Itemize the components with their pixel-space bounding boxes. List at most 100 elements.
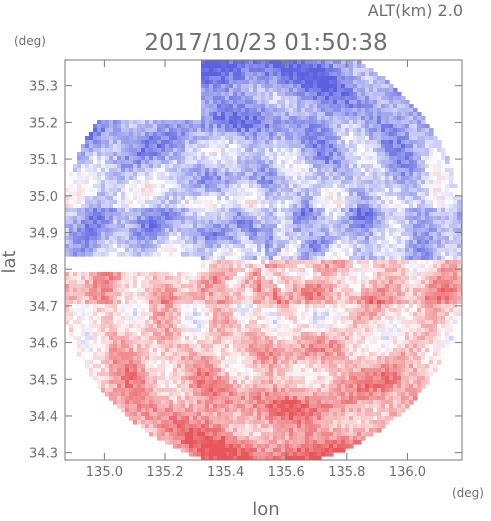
radar-cell <box>161 276 166 281</box>
radar-cell <box>397 112 402 117</box>
radar-cell <box>305 76 310 81</box>
radar-cell <box>181 228 186 233</box>
radar-cell <box>121 212 126 217</box>
radar-cell <box>389 164 394 169</box>
radar-cell <box>297 160 302 165</box>
radar-cell <box>441 292 446 297</box>
radar-cell <box>341 148 346 153</box>
radar-cell <box>433 148 438 153</box>
radar-cell <box>309 208 314 213</box>
radar-cell <box>277 248 282 253</box>
radar-cell <box>145 164 150 169</box>
radar-cell <box>121 140 126 145</box>
radar-cell <box>233 224 238 229</box>
radar-cell <box>293 284 298 289</box>
radar-cell <box>125 172 130 177</box>
radar-cell <box>229 200 234 205</box>
radar-cell <box>177 136 182 141</box>
radar-cell <box>361 240 366 245</box>
radar-cell <box>65 240 70 245</box>
radar-cell <box>253 108 258 113</box>
radar-cell <box>225 268 230 273</box>
radar-cell <box>217 88 222 93</box>
radar-cell <box>325 260 330 265</box>
radar-cell <box>105 204 110 209</box>
radar-cell <box>157 296 162 301</box>
radar-cell <box>381 176 386 181</box>
radar-cell <box>321 228 326 233</box>
radar-cell <box>393 156 398 161</box>
radar-cell <box>293 116 298 121</box>
radar-cell <box>129 244 134 249</box>
radar-cell <box>321 128 326 133</box>
radar-cell <box>405 272 410 277</box>
radar-cell <box>357 120 362 125</box>
radar-cell <box>265 164 270 169</box>
radar-cell <box>321 80 326 85</box>
radar-cell <box>385 104 390 109</box>
radar-cell <box>409 160 414 165</box>
radar-cell <box>133 240 138 245</box>
radar-cell <box>261 244 266 249</box>
radar-cell <box>169 288 174 293</box>
radar-cell <box>249 252 254 257</box>
radar-cell <box>385 172 390 177</box>
radar-cell <box>437 240 442 245</box>
radar-cell <box>193 176 198 181</box>
radar-cell <box>109 176 114 181</box>
radar-cell <box>273 136 278 141</box>
radar-cell <box>377 220 382 225</box>
radar-cell <box>81 296 86 301</box>
radar-cell <box>109 164 114 169</box>
radar-cell <box>217 128 222 133</box>
radar-cell <box>337 244 342 249</box>
radar-cell <box>449 204 454 209</box>
radar-cell <box>289 280 294 285</box>
radar-cell <box>241 296 246 301</box>
radar-cell <box>269 60 274 65</box>
radar-cell <box>269 128 274 133</box>
radar-cell <box>357 280 362 285</box>
radar-cell <box>209 160 214 165</box>
radar-cell <box>89 208 94 213</box>
radar-cell <box>97 296 102 301</box>
radar-cell <box>413 128 418 133</box>
radar-cell <box>229 76 234 81</box>
radar-cell <box>249 180 254 185</box>
radar-cell <box>413 208 418 213</box>
radar-cell <box>141 172 146 177</box>
radar-cell <box>353 100 358 105</box>
radar-cell <box>253 140 258 145</box>
radar-cell <box>113 192 118 197</box>
radar-cell <box>273 276 278 281</box>
radar-cell <box>425 196 430 201</box>
radar-cell <box>305 84 310 89</box>
radar-cell <box>205 228 210 233</box>
radar-cell <box>433 156 438 161</box>
radar-cell <box>165 188 170 193</box>
radar-cell <box>141 236 146 241</box>
radar-cell <box>285 240 290 245</box>
radar-cell <box>241 156 246 161</box>
radar-cell <box>353 280 358 285</box>
radar-cell <box>257 68 262 73</box>
radar-cell <box>309 228 314 233</box>
radar-cell <box>341 136 346 141</box>
radar-cell <box>245 192 250 197</box>
radar-cell <box>225 292 230 297</box>
radar-cell <box>421 168 426 173</box>
radar-cell <box>97 184 102 189</box>
radar-cell <box>329 156 334 161</box>
radar-cell <box>285 288 290 293</box>
radar-cell <box>221 256 226 261</box>
radar-cell <box>185 252 190 257</box>
radar-cell <box>341 244 346 249</box>
radar-cell <box>357 60 362 65</box>
radar-cell <box>145 168 150 173</box>
radar-cell <box>313 252 318 257</box>
radar-cell <box>205 216 210 221</box>
radar-cell <box>181 204 186 209</box>
radar-cell <box>105 192 110 197</box>
radar-cell <box>69 212 74 217</box>
radar-cell <box>449 176 454 181</box>
